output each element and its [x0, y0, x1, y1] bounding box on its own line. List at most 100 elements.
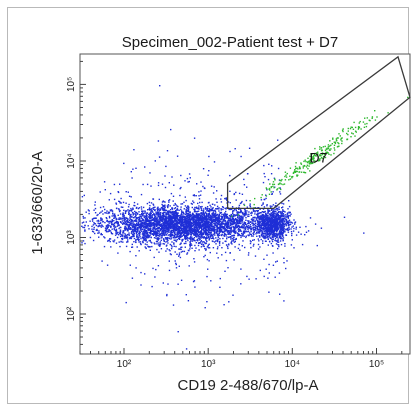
- data-point: [320, 227, 323, 229]
- data-point: [171, 221, 173, 223]
- data-point: [142, 237, 144, 240]
- data-point: [233, 221, 236, 223]
- data-point: [149, 214, 151, 216]
- data-point: [256, 210, 258, 212]
- data-point: [227, 219, 230, 222]
- data-point: [161, 229, 163, 231]
- data-point: [263, 211, 265, 214]
- data-point: [257, 238, 259, 240]
- data-point: [276, 216, 278, 218]
- data-point: [164, 215, 166, 217]
- data-point: [230, 228, 232, 230]
- data-point: [146, 216, 148, 218]
- data-point: [140, 221, 142, 223]
- data-point: [158, 227, 160, 230]
- data-point: [165, 241, 167, 243]
- data-point: [163, 218, 165, 220]
- data-point: [164, 175, 166, 177]
- data-point: [245, 235, 247, 237]
- data-point: [271, 208, 273, 211]
- data-point: [100, 219, 102, 222]
- data-point: [211, 237, 213, 240]
- data-point: [174, 234, 176, 236]
- data-point: [170, 244, 173, 247]
- data-point: [223, 218, 226, 220]
- data-point: [132, 208, 134, 210]
- data-point: [199, 213, 201, 215]
- data-point: [114, 213, 116, 215]
- data-point: [216, 228, 218, 230]
- data-point: [282, 221, 284, 223]
- data-point: [221, 217, 223, 219]
- data-point: [282, 231, 284, 234]
- data-point: [193, 201, 195, 204]
- data-point: [196, 234, 198, 236]
- data-point: [130, 232, 133, 234]
- data-point: [163, 222, 165, 225]
- data-point: [142, 241, 144, 244]
- data-point: [167, 283, 169, 285]
- data-point: [173, 232, 176, 234]
- data-point: [172, 220, 174, 222]
- data-point: [142, 236, 145, 239]
- data-point: [205, 207, 207, 210]
- data-point: [158, 156, 161, 158]
- data-point: [167, 204, 170, 206]
- data-point: [207, 215, 210, 217]
- data-point: [234, 228, 237, 230]
- data-point: [231, 230, 233, 232]
- data-point: [118, 224, 120, 226]
- data-point: [167, 216, 169, 218]
- data-point: [281, 212, 283, 214]
- data-point: [147, 224, 149, 226]
- data-point: [147, 229, 149, 231]
- data-point: [91, 225, 93, 228]
- data-point: [207, 233, 210, 236]
- data-point: [251, 212, 253, 214]
- data-point: [267, 231, 269, 233]
- data-point: [250, 228, 252, 230]
- data-point: [187, 181, 189, 183]
- data-point: [123, 162, 125, 165]
- data-point: [212, 203, 214, 205]
- data-point: [194, 228, 196, 230]
- data-point: [240, 283, 242, 285]
- data-point: [104, 212, 106, 214]
- data-point: [264, 232, 267, 235]
- data-point: [194, 240, 196, 242]
- data-point: [235, 208, 237, 210]
- data-point: [113, 183, 116, 186]
- data-point: [238, 214, 241, 217]
- data-point: [161, 232, 164, 235]
- data-point: [200, 227, 203, 229]
- data-point: [209, 237, 211, 239]
- data-point: [133, 232, 136, 235]
- data-point: [138, 232, 140, 235]
- data-point: [266, 212, 269, 214]
- data-point: [191, 231, 193, 234]
- data-point: [141, 210, 143, 212]
- data-point: [101, 224, 103, 227]
- data-point: [259, 236, 261, 238]
- data-point: [260, 215, 263, 218]
- data-point: [128, 227, 131, 229]
- data-point: [94, 204, 96, 206]
- data-point: [200, 222, 202, 224]
- data-point: [160, 215, 162, 217]
- data-point: [273, 220, 275, 222]
- data-point: [149, 239, 151, 242]
- data-point: [284, 221, 286, 223]
- data-point: [190, 215, 193, 217]
- data-point: [114, 226, 116, 229]
- data-point: [270, 173, 273, 175]
- data-point: [225, 240, 227, 242]
- data-point: [115, 203, 118, 205]
- data-point: [84, 230, 86, 232]
- data-point: [198, 219, 200, 221]
- data-point: [233, 228, 235, 230]
- data-point: [266, 254, 268, 256]
- data-point: [157, 140, 160, 142]
- data-point: [130, 214, 132, 216]
- data-point: [274, 239, 276, 242]
- data-point: [114, 215, 116, 217]
